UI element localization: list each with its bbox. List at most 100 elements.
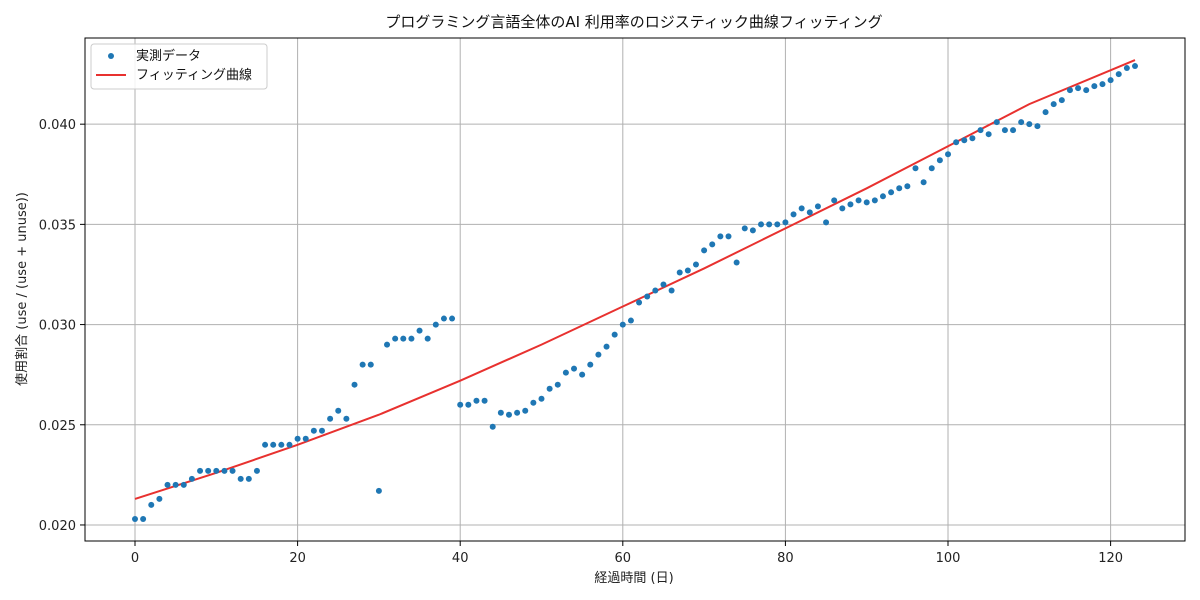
fit-curve bbox=[134, 59, 1136, 500]
data-point bbox=[408, 335, 415, 342]
data-point bbox=[1018, 119, 1025, 126]
data-point bbox=[1010, 127, 1017, 134]
data-point bbox=[489, 423, 496, 430]
x-tick-label: 80 bbox=[777, 551, 794, 566]
data-point bbox=[831, 197, 838, 204]
data-point bbox=[294, 435, 301, 442]
y-tick-label: 0.040 bbox=[39, 118, 76, 133]
data-point bbox=[595, 351, 602, 358]
y-axis-ticks: 0.020 0.025 0.030 0.035 0.040 bbox=[39, 118, 85, 534]
legend: 実測データ フィッティング曲線 bbox=[90, 43, 268, 90]
data-point bbox=[1123, 65, 1130, 72]
data-point bbox=[790, 211, 797, 218]
data-point bbox=[692, 261, 699, 268]
data-point bbox=[554, 381, 561, 388]
data-point bbox=[676, 269, 683, 276]
data-point bbox=[977, 127, 984, 134]
data-point bbox=[993, 119, 1000, 126]
data-point bbox=[253, 467, 260, 474]
data-point bbox=[1058, 97, 1065, 104]
data-point bbox=[1001, 127, 1008, 134]
data-point bbox=[538, 395, 545, 402]
data-point bbox=[1132, 63, 1138, 70]
data-point bbox=[505, 411, 512, 418]
grid-lines bbox=[85, 38, 1185, 541]
x-axis-ticks: 0 20 40 60 80 100 120 bbox=[131, 541, 1123, 566]
data-point bbox=[717, 233, 724, 240]
data-point bbox=[652, 287, 659, 294]
data-point bbox=[863, 199, 870, 206]
scatter-points bbox=[132, 63, 1138, 522]
chart-title: プログラミング言語全体のAI 利用率のロジスティック曲線フィッティング bbox=[385, 13, 882, 31]
data-point bbox=[327, 415, 334, 422]
data-point bbox=[172, 481, 179, 488]
data-point bbox=[774, 221, 781, 228]
data-point bbox=[733, 259, 740, 266]
data-point bbox=[1099, 81, 1106, 88]
data-point bbox=[741, 225, 748, 232]
data-point bbox=[367, 361, 374, 368]
plot-frame bbox=[84, 37, 1186, 542]
data-point bbox=[749, 227, 756, 234]
legend-label-fit: フィッティング曲線 bbox=[136, 67, 252, 83]
data-point bbox=[709, 241, 716, 248]
data-point bbox=[302, 435, 309, 442]
data-point bbox=[758, 221, 765, 228]
legend-box bbox=[90, 43, 268, 90]
data-point bbox=[1107, 77, 1114, 84]
data-point bbox=[879, 193, 886, 200]
data-point bbox=[449, 315, 456, 322]
x-tick-label: 120 bbox=[1098, 551, 1123, 566]
data-point bbox=[229, 467, 236, 474]
data-point bbox=[132, 515, 138, 522]
data-point bbox=[603, 343, 610, 350]
data-point bbox=[684, 267, 691, 274]
data-point bbox=[514, 409, 521, 416]
y-tick-label: 0.035 bbox=[39, 218, 76, 233]
data-point bbox=[221, 467, 228, 474]
data-point bbox=[888, 189, 895, 196]
x-tick-label: 20 bbox=[289, 551, 306, 566]
data-point bbox=[985, 131, 992, 138]
data-point bbox=[156, 495, 163, 502]
data-point bbox=[1066, 87, 1073, 94]
data-point bbox=[457, 401, 464, 408]
y-tick-label: 0.020 bbox=[39, 519, 76, 534]
data-point bbox=[424, 335, 431, 342]
data-point bbox=[351, 381, 358, 388]
data-point bbox=[871, 197, 878, 204]
data-point bbox=[969, 135, 976, 142]
data-point bbox=[1091, 83, 1098, 90]
x-axis-label: 経過時間 (日) bbox=[594, 571, 673, 586]
data-point bbox=[245, 475, 252, 482]
data-point bbox=[546, 385, 553, 392]
data-point bbox=[205, 467, 212, 474]
data-point bbox=[1034, 123, 1041, 130]
x-tick-label: 60 bbox=[615, 551, 632, 566]
data-point bbox=[148, 501, 155, 508]
data-point bbox=[562, 369, 569, 376]
data-point bbox=[375, 487, 382, 494]
data-point bbox=[416, 327, 423, 334]
data-point bbox=[440, 315, 447, 322]
fit-curve-path bbox=[134, 59, 1136, 500]
data-point bbox=[961, 137, 968, 144]
data-point bbox=[839, 205, 846, 212]
data-point bbox=[644, 293, 651, 300]
data-point bbox=[636, 299, 643, 306]
x-tick-label: 40 bbox=[452, 551, 469, 566]
data-point bbox=[936, 157, 943, 164]
data-point bbox=[164, 481, 171, 488]
data-point bbox=[1042, 109, 1049, 116]
data-point bbox=[814, 203, 821, 210]
data-point bbox=[197, 467, 204, 474]
data-point bbox=[465, 401, 472, 408]
data-point bbox=[847, 201, 854, 208]
data-point bbox=[798, 205, 805, 212]
data-point bbox=[766, 221, 773, 228]
data-point bbox=[912, 165, 919, 172]
legend-label-observed: 実測データ bbox=[136, 48, 201, 64]
data-point bbox=[823, 219, 830, 226]
data-point bbox=[1026, 121, 1033, 128]
